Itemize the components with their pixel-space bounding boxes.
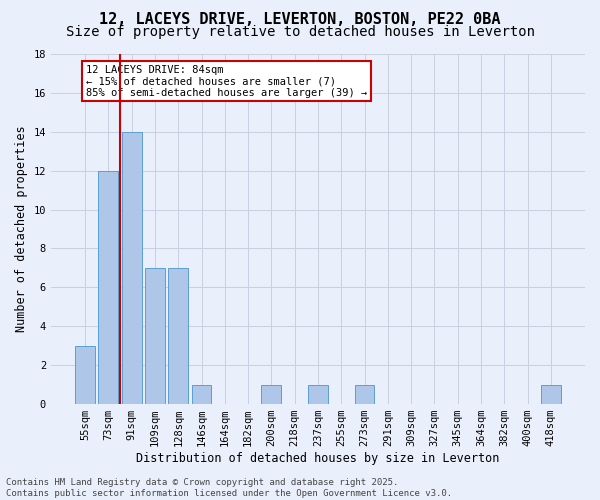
- X-axis label: Distribution of detached houses by size in Leverton: Distribution of detached houses by size …: [136, 452, 500, 465]
- Text: Size of property relative to detached houses in Leverton: Size of property relative to detached ho…: [65, 25, 535, 39]
- Bar: [308, 384, 328, 404]
- Bar: [169, 268, 188, 404]
- Bar: [262, 384, 281, 404]
- Y-axis label: Number of detached properties: Number of detached properties: [15, 126, 28, 332]
- Text: 12, LACEYS DRIVE, LEVERTON, BOSTON, PE22 0BA: 12, LACEYS DRIVE, LEVERTON, BOSTON, PE22…: [99, 12, 501, 28]
- Bar: [541, 384, 561, 404]
- Bar: [145, 268, 165, 404]
- Bar: [355, 384, 374, 404]
- Bar: [122, 132, 142, 404]
- Text: Contains HM Land Registry data © Crown copyright and database right 2025.
Contai: Contains HM Land Registry data © Crown c…: [6, 478, 452, 498]
- Bar: [191, 384, 211, 404]
- Bar: [75, 346, 95, 404]
- Text: 12 LACEYS DRIVE: 84sqm
← 15% of detached houses are smaller (7)
85% of semi-deta: 12 LACEYS DRIVE: 84sqm ← 15% of detached…: [86, 64, 367, 98]
- Bar: [98, 170, 118, 404]
